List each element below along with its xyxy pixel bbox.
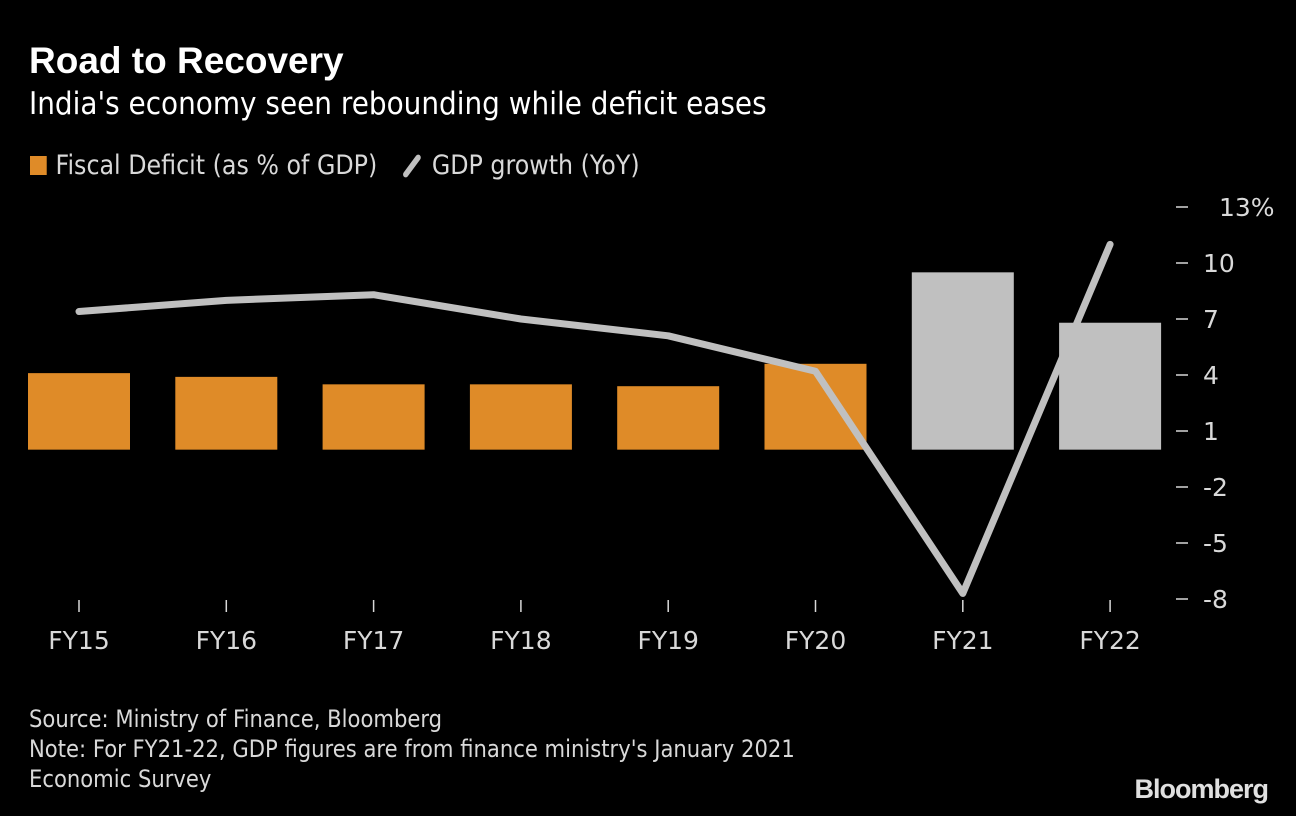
y-axis: 13% 10 7 4 1 -2 -5 -8	[1176, 193, 1275, 614]
bar-fy20	[764, 363, 867, 450]
y-tick-label: -8	[1203, 585, 1228, 614]
y-tick-label: 10	[1203, 249, 1235, 278]
x-tick-label: FY17	[343, 626, 404, 655]
bars-group	[28, 272, 1162, 450]
note-text-line2: Economic Survey	[29, 765, 212, 793]
y-tick-label: 1	[1203, 417, 1219, 446]
note-text-line1: Note: For FY21-22, GDP figures are from …	[29, 735, 795, 763]
y-tick-label: -2	[1203, 473, 1228, 502]
gdp-growth-line	[75, 240, 1114, 597]
x-axis: FY15 FY16 FY17 FY18 FY19 FY20 FY21 FY22	[48, 600, 1141, 655]
bar-fy16	[175, 376, 278, 450]
x-tick-label: FY16	[196, 626, 257, 655]
bar-fy18	[469, 384, 572, 450]
x-tick-label: FY22	[1079, 626, 1140, 655]
y-tick-label: 13%	[1219, 193, 1275, 222]
source-text: Source: Ministry of Finance, Bloomberg	[29, 705, 443, 733]
y-tick-label: -5	[1203, 529, 1228, 558]
bar-fy19	[617, 386, 720, 450]
footer: Source: Ministry of Finance, Bloomberg N…	[29, 704, 795, 794]
bar-fy21	[911, 272, 1014, 450]
legend-label-fiscal-deficit: Fiscal Deficit (as % of GDP)	[55, 150, 378, 181]
bar-fy17	[322, 384, 425, 450]
chart-subtitle: India's economy seen rebounding while de…	[29, 86, 767, 122]
bar-fy15	[28, 373, 130, 450]
legend: Fiscal Deficit (as % of GDP) GDP growth …	[30, 150, 640, 181]
bar-swatch-icon	[30, 156, 47, 175]
x-tick-label: FY20	[785, 626, 846, 655]
line-group	[75, 240, 1114, 597]
bar-fy22	[1059, 322, 1162, 450]
x-tick-label: FY15	[48, 626, 109, 655]
y-tick-label: 7	[1203, 305, 1219, 334]
legend-label-gdp-growth: GDP growth (YoY)	[431, 150, 640, 181]
y-tick-label: 4	[1203, 361, 1219, 390]
x-tick-label: FY19	[637, 626, 698, 655]
chart-title: Road to Recovery	[29, 40, 344, 81]
bloomberg-logo: Bloomberg	[1134, 774, 1269, 804]
x-tick-label: FY18	[490, 626, 551, 655]
x-tick-label: FY21	[932, 626, 993, 655]
